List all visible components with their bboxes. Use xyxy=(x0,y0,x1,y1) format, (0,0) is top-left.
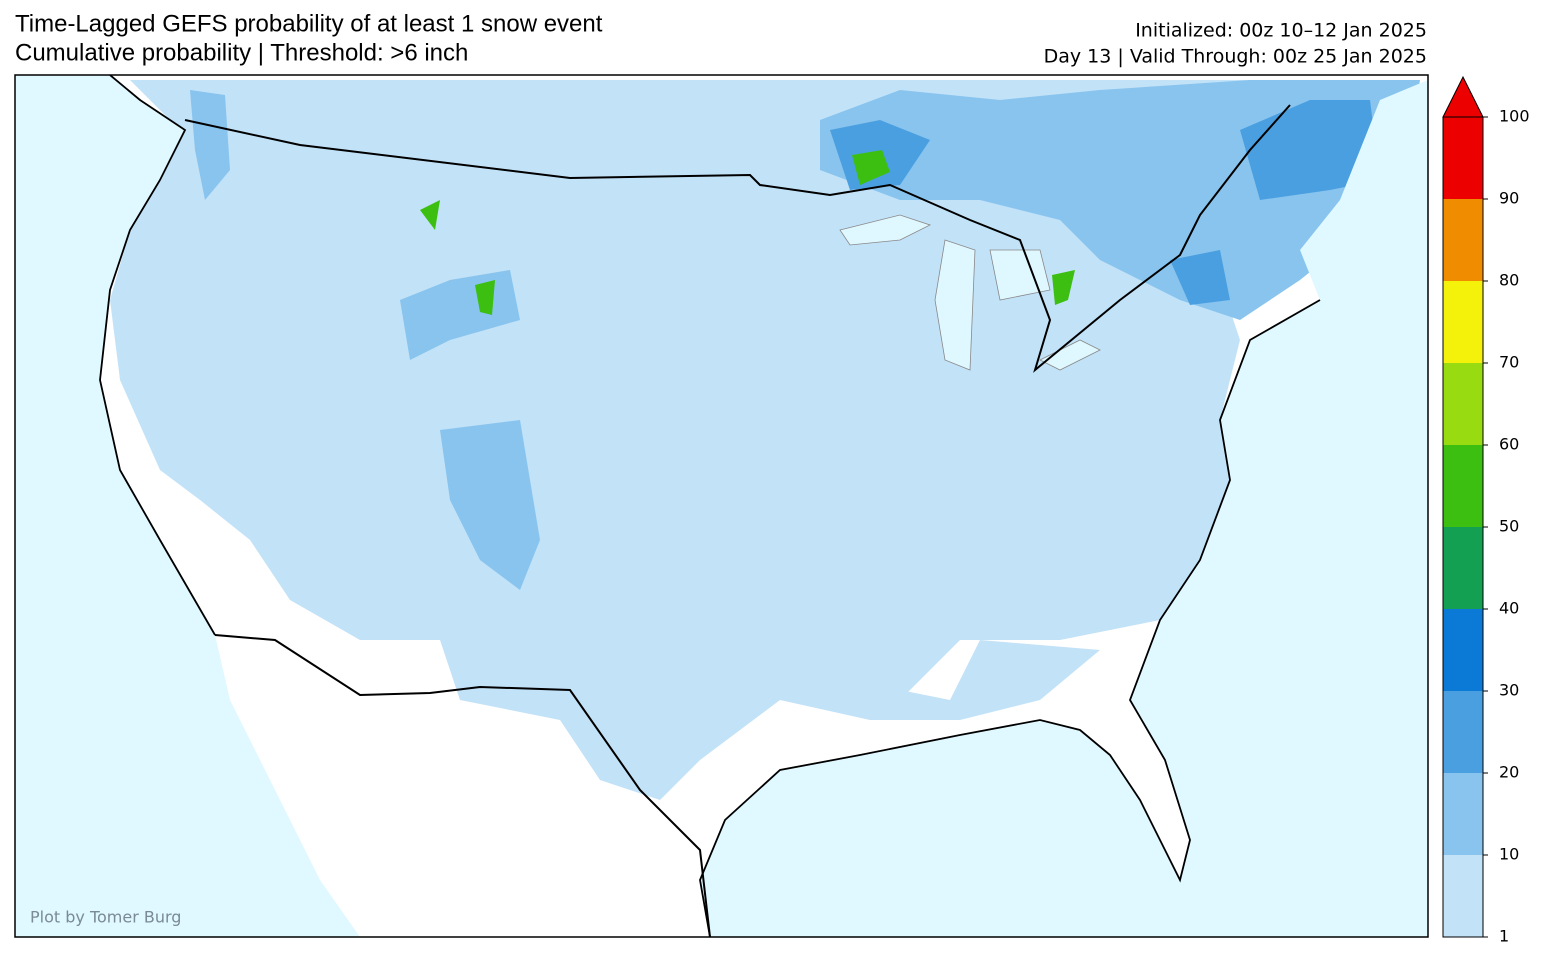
snow-green xyxy=(475,280,495,315)
colorbar-segment xyxy=(1443,609,1483,691)
colorbar-segment xyxy=(1443,527,1483,609)
colorbar-tick-label: 90 xyxy=(1499,189,1519,208)
colorbar-tick-label: 30 xyxy=(1499,681,1519,700)
colorbar-segment xyxy=(1443,855,1483,937)
snow-mid xyxy=(440,420,540,590)
colorbar-tick-label: 70 xyxy=(1499,353,1519,372)
subtitle: Cumulative probability | Threshold: >6 i… xyxy=(15,39,468,66)
colorbar-tick-label: 20 xyxy=(1499,763,1519,782)
lakes xyxy=(839,214,1101,371)
map: Plot by Tomer Burg xyxy=(14,74,1429,938)
colorbar-tick-label: 10 xyxy=(1499,845,1519,864)
colorbar-arrow xyxy=(1442,75,1484,118)
ocean xyxy=(15,75,360,937)
colorbar-segment xyxy=(1443,199,1483,281)
snow-dark xyxy=(1170,250,1230,305)
colorbar-tick-label: 80 xyxy=(1499,271,1519,290)
colorbar-segment xyxy=(1443,281,1483,363)
init-text: Initialized: 00z 10–12 Jan 2025 xyxy=(1135,20,1427,42)
colorbar-segment xyxy=(1443,445,1483,527)
snow-green xyxy=(852,150,890,185)
snow-green xyxy=(420,200,440,230)
colorbar-tick-label: 60 xyxy=(1499,435,1519,454)
colorbar-segment xyxy=(1443,363,1483,445)
colorbar-segment xyxy=(1443,691,1483,773)
snow-green xyxy=(1052,270,1075,305)
colorbar-tick-label: 1 xyxy=(1499,927,1509,946)
snow-low-south xyxy=(780,640,1100,720)
ocean xyxy=(700,80,1428,937)
valid-text: Day 13 | Valid Through: 00z 25 Jan 2025 xyxy=(1044,46,1427,68)
colorbar-segment xyxy=(1443,117,1483,199)
snow-dark xyxy=(1240,100,1380,200)
colorbar: 1 10 20 30 40 50 60 70 80 90 100 xyxy=(1442,75,1530,946)
colorbar-tick-label: 50 xyxy=(1499,517,1519,536)
colorbar-segment xyxy=(1443,773,1483,855)
colorbar-tick-label: 40 xyxy=(1499,599,1519,618)
title: Time-Lagged GEFS probability of at least… xyxy=(15,10,603,37)
coast xyxy=(99,75,1321,937)
credit: Plot by Tomer Burg xyxy=(30,908,181,927)
border xyxy=(184,104,1291,937)
colorbar-tick-label: 100 xyxy=(1499,107,1530,126)
snow-mid xyxy=(190,90,230,200)
map-frame xyxy=(14,74,1429,938)
